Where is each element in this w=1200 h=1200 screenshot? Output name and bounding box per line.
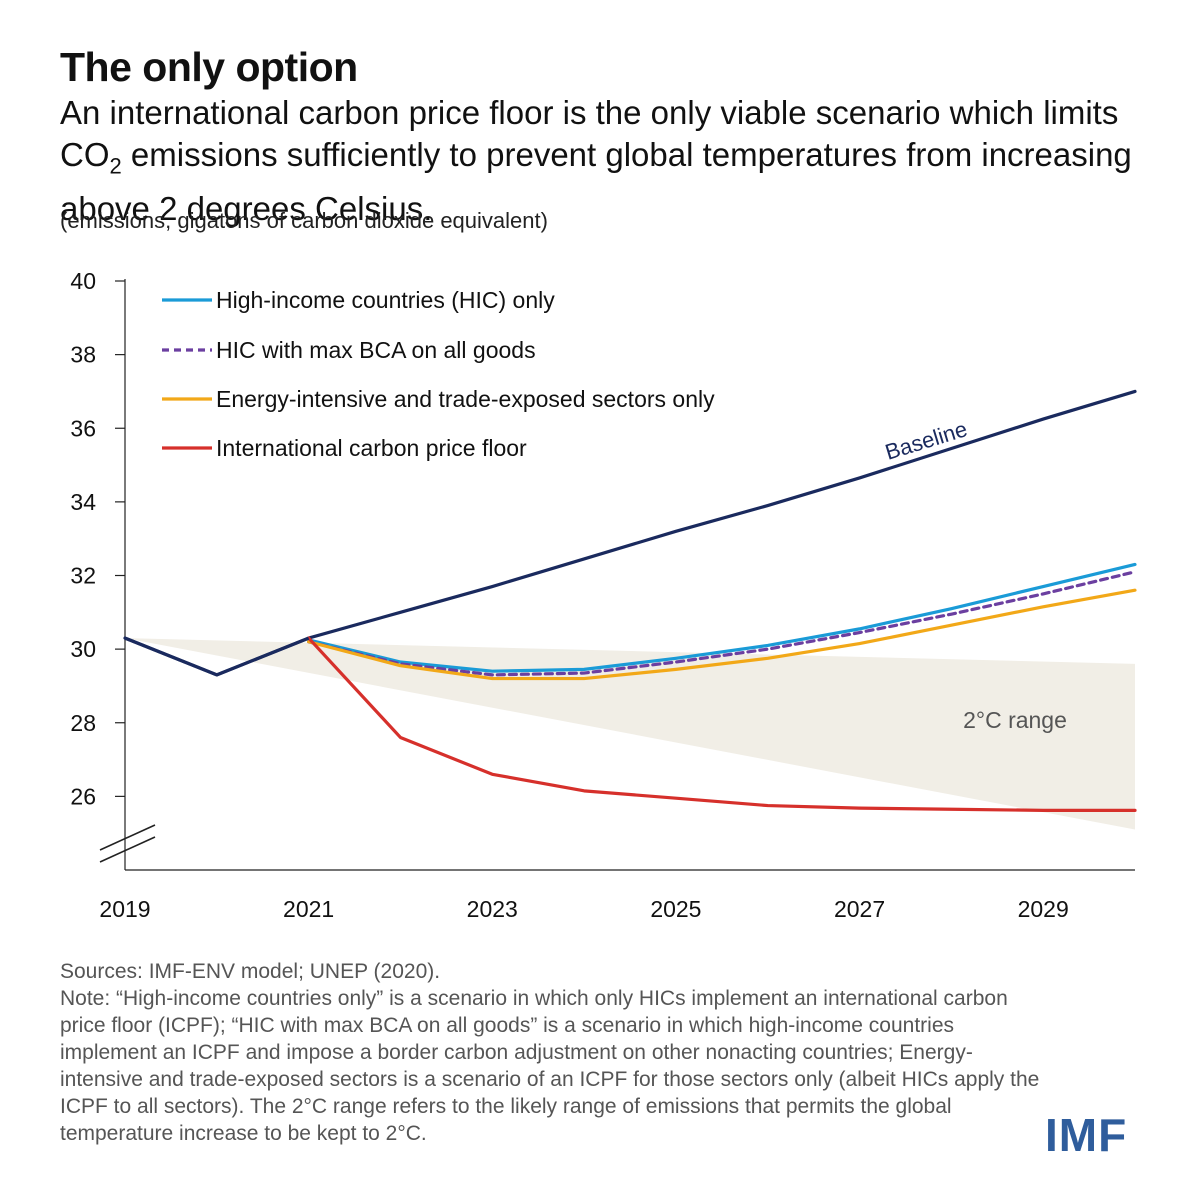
series-line-3 [307, 570, 1137, 677]
x-tick-label: 2019 [99, 896, 150, 922]
imf-logo: IMF [1045, 1109, 1128, 1161]
x-tick-label: 2027 [834, 896, 885, 922]
notes-block: Sources: IMF-ENV model; UNEP (2020). Not… [60, 958, 1120, 1147]
y-tick-label: 28 [70, 710, 96, 736]
series-line-2 [307, 562, 1137, 673]
chart-subtitle: An international carbon price floor is t… [60, 92, 1160, 230]
unit-label: (emissions, gigatons of carbon dioxide e… [60, 208, 548, 233]
subtitle-text-b: emissions sufficiently to prevent global… [60, 136, 1132, 227]
two-degree-range-band [125, 638, 1135, 830]
band-label: 2°C range [963, 707, 1067, 733]
series-line-4 [307, 588, 1137, 681]
y-tick-label: 30 [70, 636, 96, 662]
y-tick-label: 36 [70, 415, 96, 441]
x-tick-label: 2029 [1018, 896, 1069, 922]
emissions-line-chart: 26 28 30 32 34 36 38 40 2019 2021 2023 2025 2027 2029… [70, 268, 1137, 922]
legend-label: High-income countries (HIC) only [216, 287, 555, 313]
y-tick-label: 34 [70, 489, 96, 515]
series-line-1 [123, 389, 1137, 677]
note-text: Note: “High-income countries only” is a … [60, 987, 1040, 1145]
subtitle-text-a: An international carbon price floor is t… [60, 94, 1119, 173]
series-line-5 [307, 636, 1137, 812]
legend-label: HIC with max BCA on all goods [216, 337, 536, 363]
y-tick-label: 38 [70, 342, 96, 368]
x-tick-label: 2023 [467, 896, 518, 922]
y-tick-label: 26 [70, 783, 96, 809]
baseline-start-segment [124, 636, 310, 677]
y-tick-label: 40 [70, 268, 96, 294]
x-tick-label: 2021 [283, 896, 334, 922]
x-tick-label: 2025 [650, 896, 701, 922]
legend-label: Energy-intensive and trade-exposed secto… [216, 386, 715, 412]
axis-break-mark [99, 836, 156, 863]
axis-break-mark [99, 824, 156, 851]
sources-text: Sources: IMF-ENV model; UNEP (2020). [60, 960, 441, 983]
legend-label: International carbon price floor [216, 435, 527, 461]
chart-title: The only option [60, 44, 358, 90]
y-tick-label: 32 [70, 563, 96, 589]
subtitle-subscript: 2 [109, 153, 122, 179]
